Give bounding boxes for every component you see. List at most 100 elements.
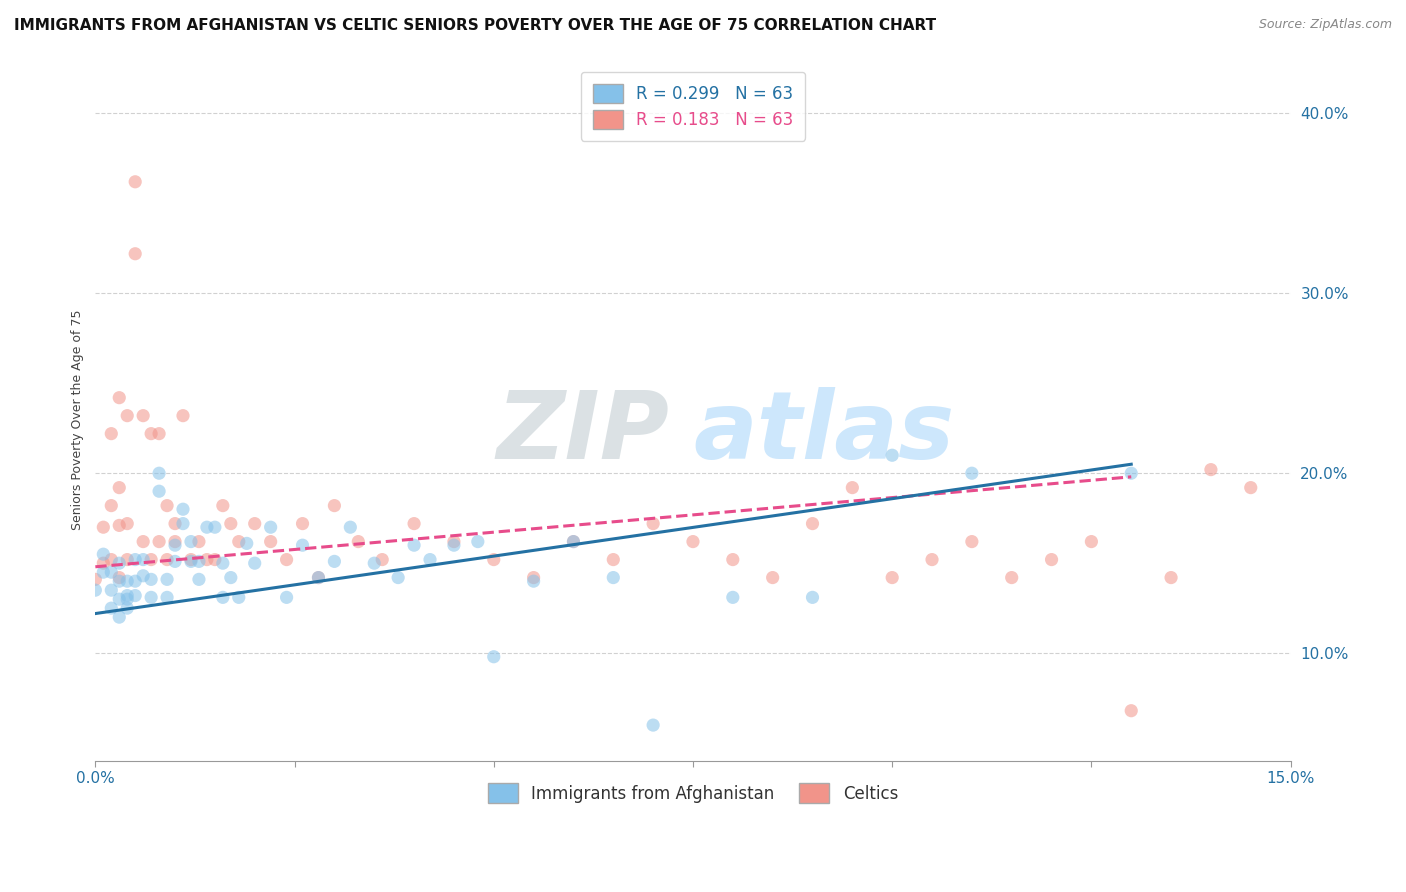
Point — [163, 534, 186, 549]
Point — [1080, 534, 1102, 549]
Point — [243, 556, 266, 570]
Point — [148, 426, 170, 441]
Point — [235, 536, 257, 550]
Point — [132, 552, 155, 566]
Point — [404, 516, 426, 531]
Point — [211, 499, 233, 513]
Point — [115, 516, 138, 531]
Point — [187, 534, 209, 549]
Point — [108, 556, 131, 570]
Point — [172, 502, 194, 516]
Point — [308, 571, 330, 585]
Point — [187, 573, 209, 587]
Point — [259, 534, 281, 549]
Point — [371, 552, 394, 566]
Point — [108, 481, 131, 495]
Point — [100, 499, 122, 513]
Point — [404, 538, 426, 552]
Point — [801, 591, 824, 605]
Point — [243, 516, 266, 531]
Point — [100, 583, 122, 598]
Point — [921, 552, 943, 566]
Point — [219, 571, 242, 585]
Point — [523, 571, 546, 585]
Point — [115, 601, 138, 615]
Point — [482, 649, 505, 664]
Point — [132, 409, 155, 423]
Y-axis label: Seniors Poverty Over the Age of 75: Seniors Poverty Over the Age of 75 — [72, 309, 84, 530]
Point — [84, 573, 107, 587]
Point — [323, 554, 346, 568]
Point — [228, 534, 250, 549]
Point — [139, 426, 162, 441]
Point — [562, 534, 585, 549]
Point — [156, 499, 179, 513]
Point — [682, 534, 704, 549]
Point — [148, 467, 170, 481]
Point — [347, 534, 370, 549]
Point — [339, 520, 361, 534]
Point — [91, 520, 114, 534]
Point — [467, 534, 489, 549]
Point — [108, 574, 131, 589]
Point — [219, 516, 242, 531]
Point — [163, 516, 186, 531]
Point — [100, 552, 122, 566]
Point — [195, 552, 218, 566]
Point — [211, 556, 233, 570]
Point — [1121, 467, 1143, 481]
Point — [156, 552, 179, 566]
Point — [139, 573, 162, 587]
Point — [602, 552, 624, 566]
Point — [163, 554, 186, 568]
Point — [276, 552, 298, 566]
Point — [148, 484, 170, 499]
Point — [721, 552, 744, 566]
Point — [762, 571, 785, 585]
Point — [108, 518, 131, 533]
Point — [132, 534, 155, 549]
Point — [1240, 481, 1263, 495]
Point — [108, 571, 131, 585]
Point — [1199, 462, 1222, 476]
Point — [562, 534, 585, 549]
Point — [602, 571, 624, 585]
Point — [443, 534, 465, 549]
Point — [100, 565, 122, 579]
Point — [115, 589, 138, 603]
Point — [156, 591, 179, 605]
Point — [1040, 552, 1063, 566]
Text: ZIP: ZIP — [496, 387, 669, 479]
Point — [108, 592, 131, 607]
Point — [882, 448, 904, 462]
Point — [172, 409, 194, 423]
Point — [1121, 704, 1143, 718]
Text: IMMIGRANTS FROM AFGHANISTAN VS CELTIC SENIORS POVERTY OVER THE AGE OF 75 CORRELA: IMMIGRANTS FROM AFGHANISTAN VS CELTIC SE… — [14, 18, 936, 33]
Point — [419, 552, 441, 566]
Point — [124, 574, 146, 589]
Text: atlas: atlas — [693, 387, 955, 479]
Point — [960, 534, 983, 549]
Point — [91, 547, 114, 561]
Point — [100, 601, 122, 615]
Point — [643, 718, 665, 732]
Point — [323, 499, 346, 513]
Point — [124, 175, 146, 189]
Point — [180, 534, 202, 549]
Point — [180, 554, 202, 568]
Text: Source: ZipAtlas.com: Source: ZipAtlas.com — [1258, 18, 1392, 31]
Point — [259, 520, 281, 534]
Point — [291, 516, 314, 531]
Point — [291, 538, 314, 552]
Point — [148, 534, 170, 549]
Point — [643, 516, 665, 531]
Point — [124, 246, 146, 260]
Point — [84, 583, 107, 598]
Point — [960, 467, 983, 481]
Point — [1001, 571, 1024, 585]
Legend: Immigrants from Afghanistan, Celtics: Immigrants from Afghanistan, Celtics — [477, 772, 910, 814]
Point — [115, 409, 138, 423]
Point — [124, 589, 146, 603]
Point — [115, 574, 138, 589]
Point — [180, 552, 202, 566]
